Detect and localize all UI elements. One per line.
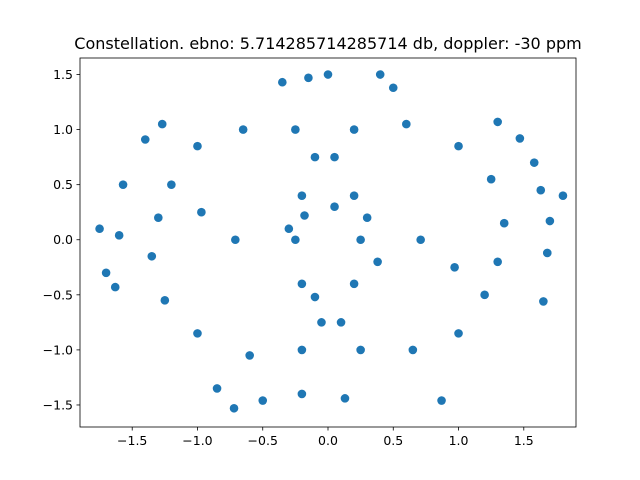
scatter-point — [193, 329, 202, 338]
y-tick-label: −1.0 — [43, 342, 73, 357]
scatter-point — [317, 318, 326, 327]
scatter-point — [118, 180, 128, 189]
scatter-point — [114, 231, 124, 240]
scatter-point — [231, 235, 240, 245]
chart-title: Constellation. ebno: 5.714285714285714 d… — [74, 34, 581, 53]
scatter-point — [373, 257, 382, 267]
scatter-point — [349, 279, 359, 289]
scatter-point — [437, 396, 446, 405]
scatter-point — [416, 235, 425, 245]
scatter-point — [160, 296, 170, 305]
scatter-point — [336, 318, 346, 327]
y-tick-label: 1.5 — [53, 67, 73, 82]
x-tick-label: −1.5 — [117, 433, 147, 448]
scatter-point — [95, 224, 104, 234]
scatter-point — [297, 345, 307, 355]
scatter-point — [450, 262, 459, 272]
scatter-point — [193, 141, 202, 151]
scatter-point — [388, 83, 398, 93]
x-axis: −1.5 −1.0 −0.5 0.0 0.5 1.0 1.5 — [117, 427, 534, 448]
x-tick-label: 0.0 — [318, 433, 338, 448]
scatter-point — [297, 191, 307, 200]
scatter-point — [529, 158, 539, 167]
y-tick-label: 0.0 — [53, 232, 73, 247]
y-tick-label: 0.5 — [53, 177, 73, 192]
scatter-point — [291, 125, 300, 134]
scatter-point — [167, 180, 176, 189]
scatter-point — [154, 213, 163, 223]
scatter-point — [349, 125, 359, 134]
scatter-point — [486, 174, 496, 184]
scatter-point — [310, 152, 320, 162]
scatter-point — [110, 282, 120, 292]
scatter-point — [536, 185, 546, 195]
scatter-point — [238, 125, 248, 134]
scatter-point — [356, 345, 365, 355]
scatter-point — [284, 224, 294, 234]
scatter-point — [454, 329, 463, 338]
scatter-point — [291, 235, 300, 245]
scatter-point — [297, 389, 307, 399]
scatter-point — [499, 218, 509, 228]
scatter-point — [539, 297, 548, 306]
scatter-point — [229, 403, 239, 413]
scatter-point — [310, 292, 320, 302]
scatter-point — [101, 268, 111, 278]
scatter-point — [454, 141, 463, 151]
x-tick-label: 0.5 — [383, 433, 403, 448]
scatter-point — [349, 191, 359, 200]
scatter-point — [258, 396, 268, 405]
x-tick-label: 1.5 — [514, 433, 534, 448]
y-tick-label: −1.5 — [43, 397, 73, 412]
scatter-point — [245, 351, 254, 360]
scatter-point — [480, 290, 489, 300]
scatter-point — [157, 119, 167, 129]
plot-frame — [79, 57, 577, 428]
scatter-point — [330, 152, 339, 162]
scatter-point — [300, 211, 309, 220]
scatter-point — [330, 202, 339, 211]
scatter-point — [304, 73, 313, 83]
scatter-point — [375, 70, 385, 79]
y-tick-label: 1.0 — [53, 122, 73, 137]
scatter-point — [197, 207, 206, 217]
scatter-point — [558, 191, 568, 200]
scatter-point — [493, 257, 502, 267]
scatter-point — [545, 216, 555, 226]
y-tick-label: −0.5 — [43, 287, 73, 302]
y-axis: −1.5 −1.0 −0.5 0.0 0.5 1.0 1.5 — [43, 67, 80, 412]
scatter-point — [323, 70, 333, 79]
scatter-point — [362, 213, 372, 223]
scatter-point — [493, 117, 502, 127]
scatter-series — [95, 70, 568, 413]
scatter-point — [408, 345, 418, 355]
scatter-point — [356, 235, 365, 245]
x-tick-label: 1.0 — [449, 433, 469, 448]
scatter-point — [542, 248, 552, 258]
x-tick-label: −0.5 — [248, 433, 278, 448]
scatter-point — [515, 134, 525, 143]
scatter-point — [212, 384, 222, 393]
scatter-point — [297, 279, 307, 289]
scatter-point — [278, 77, 287, 87]
scatter-point — [140, 135, 150, 144]
x-tick-label: −1.0 — [182, 433, 212, 448]
scatter-point — [147, 251, 157, 261]
scatter-point — [340, 394, 350, 403]
scatter-point — [402, 119, 411, 129]
